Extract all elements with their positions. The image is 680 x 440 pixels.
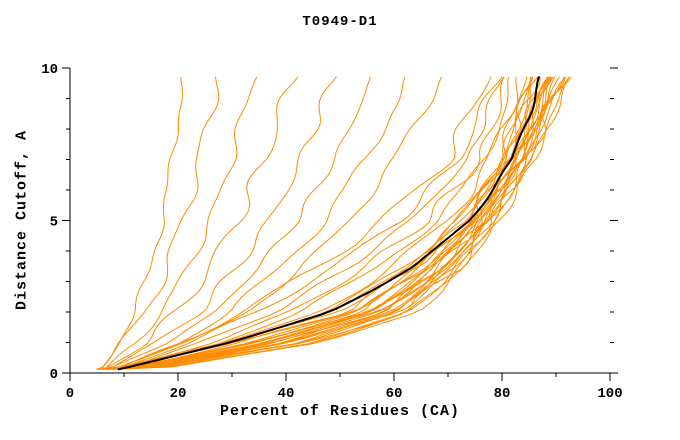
model-curve <box>118 76 549 370</box>
model-curve <box>101 76 565 370</box>
model-curve <box>96 76 570 370</box>
model-curve <box>118 76 503 370</box>
model-curve <box>107 76 509 370</box>
model-curve <box>118 76 567 370</box>
chart-title: T0949-D1 <box>302 14 378 30</box>
reference-curve <box>117 76 540 371</box>
x-tick-label: 0 <box>66 386 74 402</box>
x-tick-label: 100 <box>597 386 622 402</box>
model-curve <box>112 76 492 370</box>
y-tick-label: 10 <box>41 62 58 78</box>
model-curve <box>101 76 220 370</box>
model-curve <box>107 76 560 370</box>
model-curve <box>96 76 534 370</box>
model-curve <box>101 76 552 370</box>
model-curve <box>112 76 541 370</box>
y-tick-label: 0 <box>50 367 58 383</box>
x-axis-label: Percent of Residues (CA) <box>219 403 461 420</box>
model-curve <box>112 76 519 370</box>
x-tick-label: 60 <box>386 386 403 402</box>
model-curve <box>101 76 570 370</box>
model-curve <box>101 76 505 370</box>
y-tick-label: 5 <box>50 215 58 231</box>
model-curve <box>106 76 257 370</box>
model-curve <box>112 76 337 370</box>
model-curve <box>107 76 442 370</box>
model-curve <box>96 76 551 370</box>
model-curve <box>107 76 299 370</box>
model-curve <box>96 76 505 370</box>
model-curve <box>96 76 184 370</box>
x-tick-label: 40 <box>278 386 295 402</box>
x-tick-label: 20 <box>170 386 187 402</box>
model-curve <box>96 76 371 370</box>
model-curve <box>101 76 406 370</box>
x-tick-label: 80 <box>494 386 511 402</box>
